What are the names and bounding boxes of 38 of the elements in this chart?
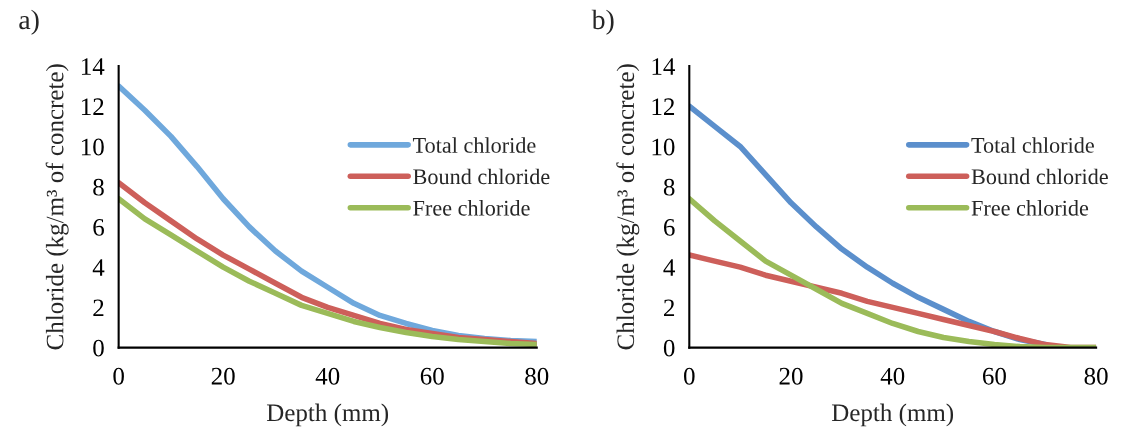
legend-label: Total chloride: [971, 137, 1094, 153]
y-tick-label: 14: [81, 58, 105, 75]
y-tick-label: 10: [81, 138, 104, 156]
legend-label: Bound chloride: [413, 168, 550, 185]
y-tick-label: 6: [93, 219, 105, 236]
legend-label: Free chloride: [413, 200, 530, 216]
y-axis-title: Chloride (kg/m³ of concrete): [616, 64, 640, 350]
y-tick-label: 0: [93, 339, 104, 357]
y-tick-label: 2: [93, 299, 104, 317]
x-tick-label: 40: [880, 367, 905, 385]
legend-label: Free chloride: [971, 200, 1089, 216]
y-tick-label: 0: [663, 339, 675, 357]
y-tick-label: 6: [663, 219, 675, 236]
x-tick-label: 80: [1084, 367, 1108, 385]
x-tick-label: 80: [525, 367, 549, 385]
chart-title: b): [591, 9, 614, 35]
chart-title: a): [19, 9, 39, 35]
y-tick-label: 8: [93, 178, 104, 196]
y-axis-title: Chloride (kg/m³ of concrete): [45, 64, 69, 350]
y-tick-label: 12: [652, 98, 675, 115]
y-tick-label: 14: [652, 58, 676, 75]
x-tick-label: 40: [315, 367, 340, 385]
x-axis-title: Depth (mm): [831, 403, 954, 427]
x-tick-label: 20: [211, 367, 235, 385]
x-axis-title: Depth (mm): [266, 403, 389, 427]
legend-label: Bound chloride: [971, 168, 1108, 185]
x-tick-label: 20: [779, 367, 803, 385]
x-tick-label: 60: [982, 367, 1006, 385]
y-tick-label: 10: [652, 138, 675, 156]
y-tick-label: 4: [92, 259, 105, 276]
y-tick-label: 4: [663, 259, 676, 276]
y-tick-label: 2: [664, 299, 675, 317]
x-tick-label: 0: [113, 367, 124, 385]
x-tick-label: 0: [684, 367, 695, 385]
legend-label: Total chloride: [412, 137, 536, 153]
y-tick-label: 8: [663, 178, 675, 196]
y-tick-label: 12: [81, 98, 104, 115]
x-tick-label: 60: [420, 367, 444, 385]
